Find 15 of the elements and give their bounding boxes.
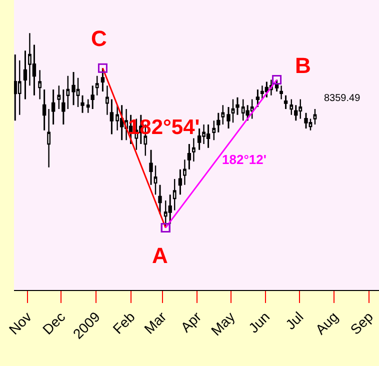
x-tick-label: Dec	[39, 308, 68, 338]
x-tick-label: Feb	[110, 308, 138, 337]
x-tick-label: Apr	[177, 308, 204, 336]
annotation: 182°12'	[222, 152, 266, 167]
x-tick-label: May	[208, 308, 238, 339]
x-tick-label: Mar	[140, 308, 170, 337]
x-tick-label: Nov	[6, 308, 35, 338]
annotation: B	[295, 53, 311, 78]
annotation: A	[152, 243, 168, 268]
annotation: 8359.49	[324, 93, 361, 104]
x-tick-label: Aug	[312, 308, 342, 338]
x-tick-label: Sep	[347, 308, 376, 338]
x-tick-label: Jul	[282, 308, 306, 333]
annotation: C	[91, 26, 107, 51]
x-tick-label: Jun	[245, 308, 273, 336]
